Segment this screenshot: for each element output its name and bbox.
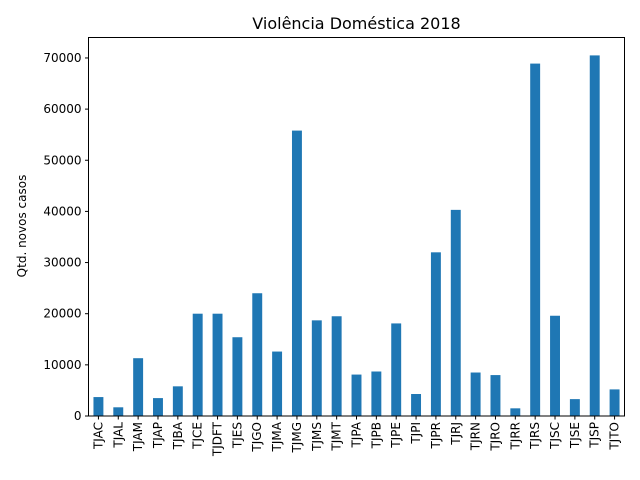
bar-tjrs: [530, 63, 541, 417]
x-axis-ticks: TJAC TJAL TJAM TJAP TJBA TJCE TJDFT TJES TJGO TJM…: [91, 416, 622, 457]
y-tick-label: 40000: [43, 204, 81, 218]
bar-tjro: [490, 375, 501, 416]
bar-tjpr: [430, 252, 441, 416]
bar-tjrr: [510, 408, 521, 416]
y-tick-label: 10000: [43, 358, 81, 372]
bar-tjse: [569, 399, 580, 416]
bar-tjpi: [411, 394, 422, 416]
bar-tjal: [113, 407, 124, 416]
x-tick-label: TJMA: [270, 421, 284, 452]
x-tick-label: TJBA: [171, 421, 185, 450]
x-tick-label: TJDFT: [211, 421, 225, 457]
y-tick-label: 50000: [43, 153, 81, 167]
bar-tjam: [133, 358, 144, 416]
bar-tjpb: [371, 371, 382, 416]
bar-tjmg: [291, 130, 302, 416]
x-tick-label: TJTO: [608, 422, 622, 451]
x-tick-label: TJAC: [91, 422, 105, 450]
bar-tjsp: [589, 55, 600, 417]
bar-tjmt: [331, 316, 342, 416]
y-tick-label: 30000: [43, 256, 81, 270]
bar-tjap: [153, 398, 163, 416]
x-tick-label: TJAL: [111, 422, 125, 449]
bar-tjrj: [450, 209, 461, 416]
x-tick-label: TJSC: [548, 422, 562, 450]
x-tick-label: TJES: [230, 422, 244, 449]
bar-tjdft: [212, 313, 223, 416]
bar-tjrn: [470, 372, 481, 416]
y-axis-ticks: 0 10000 20000 30000 40000 50000 60000 70000: [43, 51, 89, 423]
x-tick-label: TJAM: [131, 422, 145, 452]
x-tick-label: TJCE: [191, 422, 205, 450]
bar-tjma: [272, 351, 283, 416]
bar-tjto: [609, 389, 620, 416]
x-tick-label: TJPB: [369, 422, 383, 449]
bar-tjba: [172, 386, 183, 416]
x-tick-label: TJRJ: [449, 422, 463, 446]
bar-tjes: [232, 337, 243, 416]
x-tick-label: TJPI: [409, 422, 423, 445]
x-tick-label: TJSE: [568, 422, 582, 449]
bar-tjac: [93, 397, 104, 416]
y-tick-label: 60000: [43, 102, 81, 116]
x-tick-label: TJAP: [151, 422, 165, 449]
x-tick-label: TJRS: [528, 422, 542, 450]
y-tick-label: 70000: [43, 51, 81, 65]
x-tick-label: TJGO: [250, 422, 264, 453]
y-tick-label: 20000: [43, 307, 81, 321]
x-tick-label: TJMT: [330, 421, 344, 451]
chart-title: Violência Doméstica 2018: [252, 14, 460, 33]
x-tick-label: TJMS: [310, 422, 324, 452]
y-axis-label: Qtd. novos casos: [15, 175, 29, 278]
x-tick-label: TJPE: [389, 422, 403, 449]
x-tick-label: TJSP: [588, 422, 602, 449]
x-tick-label: TJPA: [350, 421, 364, 448]
bar-tjpa: [351, 374, 362, 416]
bar-tjce: [192, 313, 203, 416]
x-tick-label: TJMG: [290, 422, 304, 454]
bar-tjpe: [391, 323, 402, 416]
bar-tjgo: [252, 293, 263, 416]
plot-frame: [88, 37, 625, 417]
x-tick-label: TJRR: [508, 422, 522, 451]
bars: [93, 55, 620, 417]
y-tick-label: 0: [74, 409, 82, 423]
x-tick-label: TJPR: [429, 422, 443, 449]
bar-tjsc: [550, 315, 560, 416]
bar-tjms: [311, 320, 322, 416]
x-tick-label: TJRO: [488, 422, 502, 452]
x-tick-label: TJRN: [469, 422, 483, 451]
